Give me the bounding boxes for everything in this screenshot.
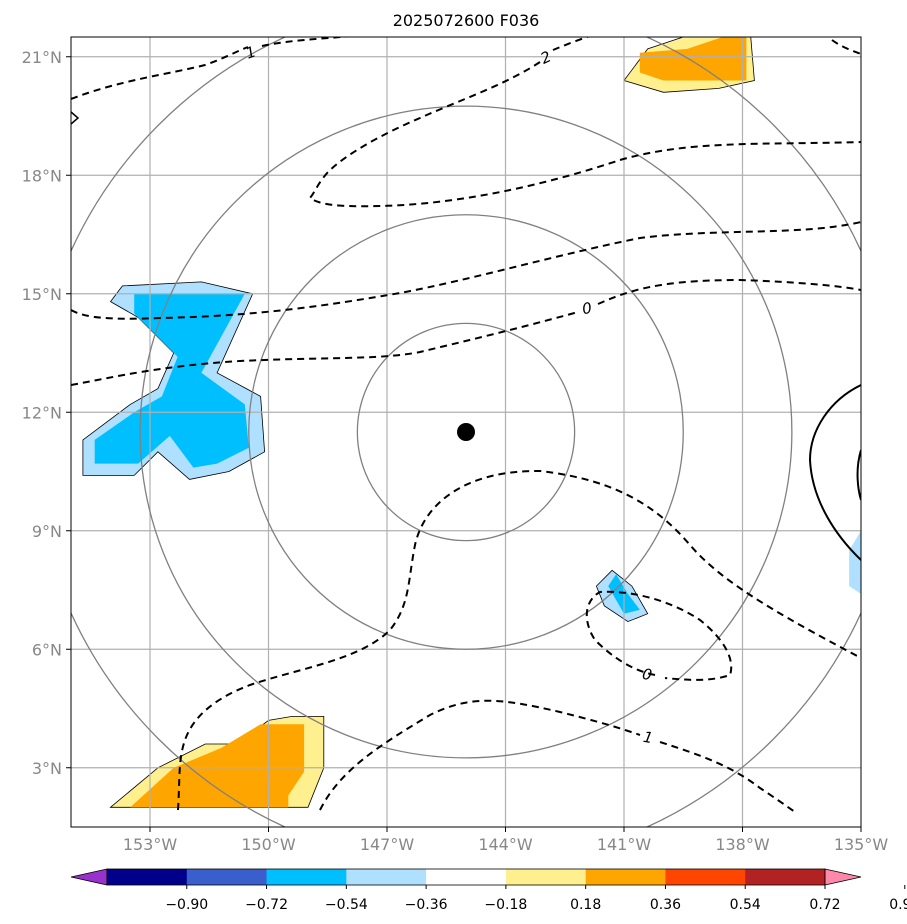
colorbar-tick-label: −0.90 (165, 897, 208, 913)
colorbar-segment (745, 869, 826, 885)
y-tick-label: 6°N (32, 640, 62, 659)
x-axis-ticks: 153°W 150°W 147°W 144°W 141°W 138°W 135°W (123, 827, 889, 854)
contour-lines (71, 37, 861, 813)
storm-center-marker (457, 423, 475, 441)
contour-line-1-north (71, 46, 249, 100)
x-tick-label: 135°W (834, 835, 889, 854)
colorbar-tick-label: 0.36 (650, 897, 681, 913)
colorbar-segment (266, 869, 347, 885)
y-tick-label: 21°N (22, 48, 62, 67)
map-frame (70, 36, 862, 828)
contour-line-0-south (319, 699, 641, 811)
fill-west-blue (94, 293, 249, 468)
x-tick-label: 153°W (123, 835, 178, 854)
fill-northeast-orange (639, 37, 747, 81)
y-tick-label: 12°N (22, 403, 62, 422)
contour-line-0-upper (71, 311, 579, 386)
colorbar-tick-label: −0.18 (484, 897, 527, 913)
chart-title: 2025072600 F036 (393, 11, 540, 30)
y-tick-label: 9°N (32, 522, 62, 541)
colorbar-tick-label: 0.72 (809, 897, 840, 913)
y-axis-ticks: 3°N 6°N 9°N 12°N 15°N 18°N 21°N (22, 48, 71, 778)
contour-line-2 (308, 61, 861, 208)
colorbar-tick-label: −0.54 (325, 897, 368, 913)
range-ring (139, 105, 793, 759)
range-ring (248, 214, 684, 650)
range-ring (356, 322, 576, 542)
colorbar-segment (505, 869, 587, 885)
colorbar-segment (665, 869, 746, 885)
x-tick-label: 144°W (478, 835, 533, 854)
contour-line-center-south (177, 469, 861, 811)
colorbar-tick-label: −0.36 (405, 897, 448, 913)
contour-solid-east (808, 384, 861, 561)
contour-solid-east-inner (856, 449, 861, 501)
colorbar-segment (585, 869, 666, 885)
fill-southwest-orange (130, 724, 305, 808)
colorbar-segment (346, 869, 427, 885)
fill-east-edge (849, 530, 861, 594)
contour-label: 1 (642, 728, 655, 747)
x-tick-label: 138°W (715, 835, 770, 854)
contour-line-mid (71, 221, 861, 320)
x-tick-label: 150°W (241, 835, 296, 854)
y-tick-label: 18°N (22, 166, 62, 185)
contour-line-0-upper-b (597, 278, 861, 305)
colorbar-frame (106, 868, 826, 886)
contour-solid-west-edge (71, 111, 80, 125)
colorbar-tick-label: 0.18 (570, 897, 601, 913)
colorbar-tick-label: −0.72 (245, 897, 288, 913)
contour-label: 0 (641, 665, 654, 684)
contour-label: 0 (581, 299, 594, 318)
colorbar-segment (426, 869, 507, 885)
anomaly-fills (82, 37, 861, 808)
y-tick-label: 15°N (22, 285, 62, 304)
range-rings (71, 37, 861, 827)
colorbar-tick-label: 0.90 (889, 897, 907, 913)
colorbar-segment (186, 869, 268, 885)
fill-south-light-outline (595, 569, 649, 623)
contour-line-0-south-b (659, 741, 796, 813)
contour-solid-northeast (831, 39, 861, 55)
x-tick-label: 147°W (360, 835, 415, 854)
x-tick-label: 141°W (597, 835, 652, 854)
colorbar-segment (107, 869, 188, 885)
colorbar-extend-low (70, 868, 108, 886)
colorbar-extend-high (824, 868, 862, 886)
colorbar-tick-label: 0.54 (730, 897, 761, 913)
contour-line-1-south (585, 590, 733, 681)
y-tick-label: 3°N (32, 759, 62, 778)
colorbar: −0.90 −0.72 −0.54 −0.36 −0.18 0.18 0.36 0.54 0.7… (70, 868, 907, 913)
